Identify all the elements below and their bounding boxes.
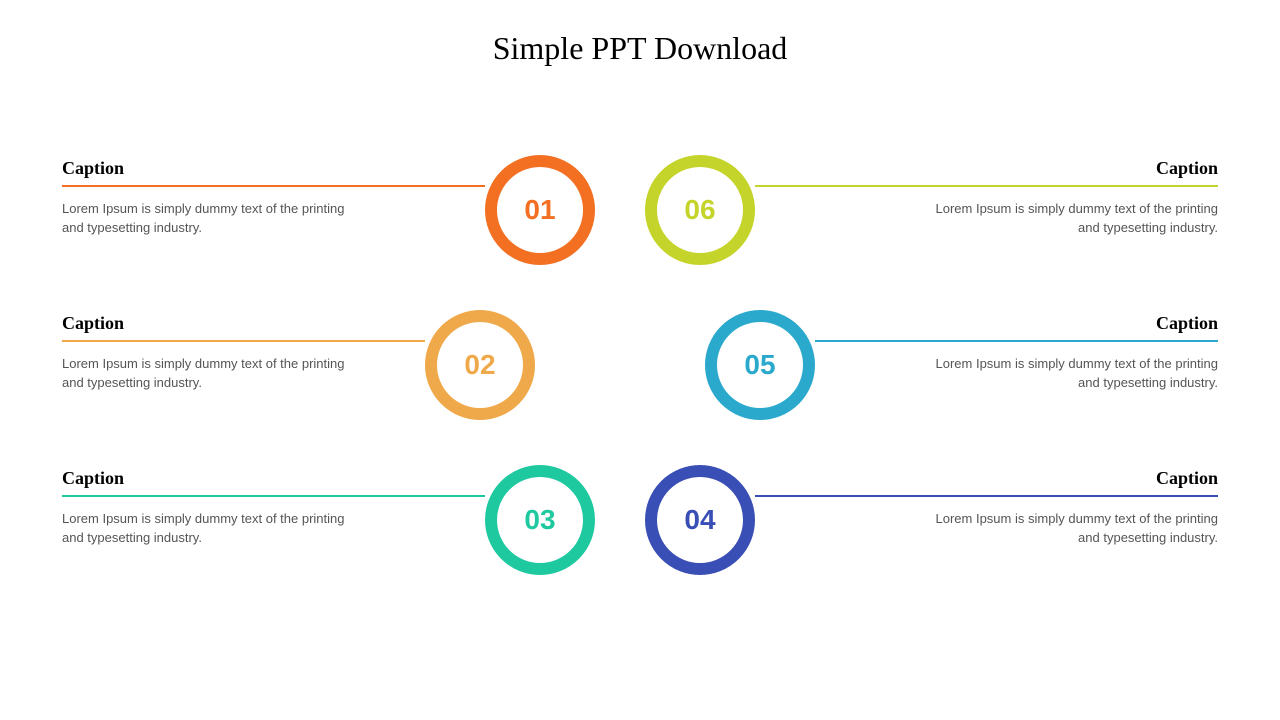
connector-01 [362, 185, 485, 187]
connector-05 [815, 340, 918, 342]
circle-number-01: 01 [524, 194, 555, 226]
caption-title-02: Caption [62, 313, 362, 334]
slide-title: Simple PPT Download [0, 30, 1280, 67]
caption-title-04: Caption [918, 468, 1218, 489]
caption-underline-02 [62, 340, 362, 342]
caption-underline-01 [62, 185, 362, 187]
connector-06 [755, 185, 918, 187]
caption-desc-02: Lorem Ipsum is simply dummy text of the … [62, 354, 362, 393]
caption-title-01: Caption [62, 158, 362, 179]
caption-block-03: Caption Lorem Ipsum is simply dummy text … [62, 468, 362, 548]
circle-number-02: 02 [464, 349, 495, 381]
caption-desc-01: Lorem Ipsum is simply dummy text of the … [62, 199, 362, 238]
circle-04: 04 [645, 465, 755, 575]
connector-03 [362, 495, 485, 497]
caption-underline-05 [918, 340, 1218, 342]
caption-block-01: Caption Lorem Ipsum is simply dummy text … [62, 158, 362, 238]
caption-underline-04 [918, 495, 1218, 497]
caption-desc-04: Lorem Ipsum is simply dummy text of the … [918, 509, 1218, 548]
caption-underline-03 [62, 495, 362, 497]
slide: Simple PPT Download 01 Caption Lorem Ipsum… [0, 0, 1280, 720]
connector-04 [755, 495, 918, 497]
caption-block-02: Caption Lorem Ipsum is simply dummy text … [62, 313, 362, 393]
circle-06: 06 [645, 155, 755, 265]
circle-01: 01 [485, 155, 595, 265]
circle-03: 03 [485, 465, 595, 575]
connector-02 [362, 340, 425, 342]
circle-number-05: 05 [744, 349, 775, 381]
caption-block-06: Caption Lorem Ipsum is simply dummy text … [918, 158, 1218, 238]
circle-number-06: 06 [684, 194, 715, 226]
caption-block-04: Caption Lorem Ipsum is simply dummy text … [918, 468, 1218, 548]
caption-desc-05: Lorem Ipsum is simply dummy text of the … [918, 354, 1218, 393]
circle-05: 05 [705, 310, 815, 420]
caption-block-05: Caption Lorem Ipsum is simply dummy text … [918, 313, 1218, 393]
circle-number-04: 04 [684, 504, 715, 536]
circle-02: 02 [425, 310, 535, 420]
circle-number-03: 03 [524, 504, 555, 536]
caption-desc-03: Lorem Ipsum is simply dummy text of the … [62, 509, 362, 548]
caption-underline-06 [918, 185, 1218, 187]
caption-title-03: Caption [62, 468, 362, 489]
caption-title-06: Caption [918, 158, 1218, 179]
caption-title-05: Caption [918, 313, 1218, 334]
caption-desc-06: Lorem Ipsum is simply dummy text of the … [918, 199, 1218, 238]
